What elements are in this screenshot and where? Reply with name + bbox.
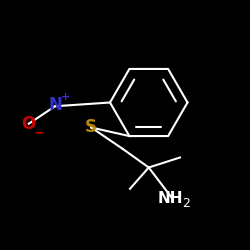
Text: O: O [22,115,36,133]
Text: 2: 2 [182,197,190,210]
Text: S: S [85,118,97,136]
Text: −: − [34,127,44,140]
Text: NH: NH [157,191,183,206]
Text: +: + [61,92,70,102]
Text: N: N [48,96,62,114]
